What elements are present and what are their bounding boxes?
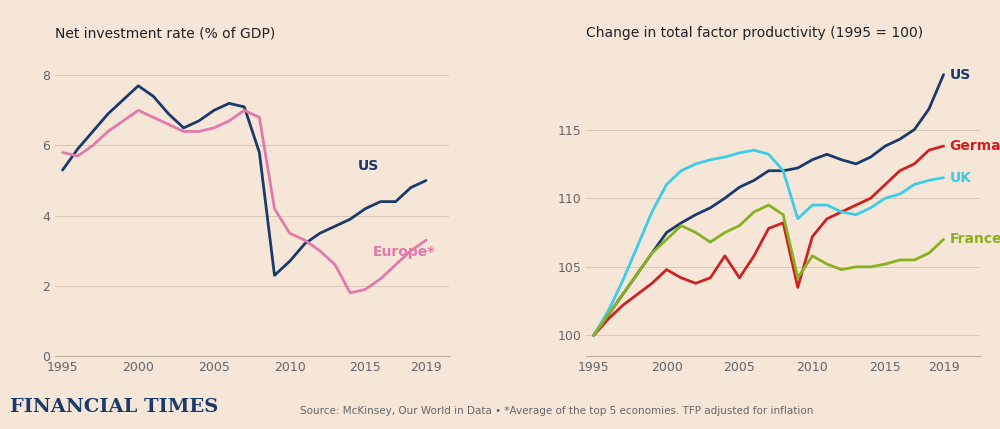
Text: US: US [949, 68, 971, 82]
Text: France: France [949, 233, 1000, 246]
Text: Net investment rate (% of GDP): Net investment rate (% of GDP) [55, 27, 275, 40]
Text: Europe*: Europe* [373, 245, 435, 259]
Text: FINANCIAL TIMES: FINANCIAL TIMES [10, 398, 218, 416]
Text: Change in total factor productivity (1995 = 100): Change in total factor productivity (199… [586, 27, 924, 40]
Text: US: US [358, 159, 379, 173]
Text: Germany: Germany [949, 139, 1000, 153]
Text: UK: UK [949, 171, 971, 184]
Text: Source: McKinsey, Our World in Data • *Average of the top 5 economies. TFP adjus: Source: McKinsey, Our World in Data • *A… [300, 406, 813, 416]
